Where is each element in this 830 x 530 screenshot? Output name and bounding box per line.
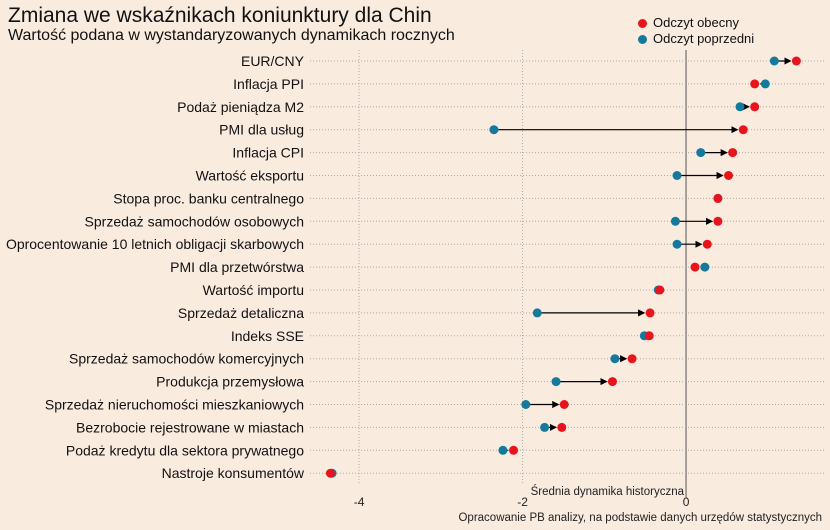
legend: Odczyt obecny Odczyt poprzedni (638, 15, 754, 47)
category-label: Oprocentowanie 10 letnich obligacji skar… (6, 236, 304, 252)
legend-dot-current (638, 18, 647, 28)
point-current (627, 354, 637, 364)
point-previous (610, 354, 620, 364)
point-previous (672, 239, 682, 249)
point-current (702, 239, 712, 249)
point-current (325, 468, 335, 478)
point-current (713, 216, 723, 226)
category-label: Podaż kredytu dla sektora prywatnego (66, 442, 304, 458)
point-current (791, 56, 801, 66)
category-label: Podaż pieniądza M2 (177, 99, 304, 115)
caption: Opracowanie PB analizy, na podstawie dan… (458, 512, 822, 524)
legend-item-previous: Odczyt poprzedni (638, 31, 754, 47)
point-current (607, 377, 617, 387)
category-label: Sprzedaż nieruchomości mieszkaniowych (45, 397, 304, 413)
x-tick-label: -4 (354, 495, 365, 509)
point-previous (551, 377, 561, 387)
legend-label-current: Odczyt obecny (653, 15, 739, 30)
point-previous (670, 216, 680, 226)
point-previous (700, 262, 710, 272)
point-previous (672, 171, 682, 180)
category-label: Sprzedaż samochodów osobowych (85, 213, 304, 229)
point-previous (540, 422, 550, 432)
point-current (644, 331, 654, 341)
category-label: Nastroje konsumentów (162, 465, 305, 481)
point-current (509, 445, 519, 455)
category-label: Sprzedaż detaliczna (178, 305, 304, 321)
category-label: Bezrobocie rejestrowane w miastach (76, 419, 304, 435)
point-current (645, 308, 655, 318)
category-label: Wartość eksportu (196, 168, 304, 184)
point-current (559, 400, 569, 409)
category-label: Sprzedaż samochodów komercyjnych (69, 351, 304, 367)
point-previous (521, 400, 531, 409)
point-current (724, 171, 734, 180)
category-label: Stopa proc. banku centralnego (113, 190, 304, 206)
point-current (557, 422, 567, 432)
x-tick-label: 0 (683, 495, 690, 509)
category-label: EUR/CNY (241, 53, 305, 69)
category-label: Inflacja PPI (233, 76, 304, 92)
point-current (713, 193, 723, 203)
point-previous (769, 56, 779, 66)
point-current (655, 285, 665, 295)
point-current (728, 148, 738, 158)
chart-title: Zmiana we wskaźnikach koniunktury dla Ch… (8, 4, 432, 27)
point-previous (735, 102, 745, 112)
point-current (750, 79, 760, 89)
category-label: Inflacja CPI (232, 145, 304, 161)
point-current (738, 125, 748, 135)
category-label: Produkcja przemysłowa (156, 374, 304, 390)
chart-subtitle: Wartość podana w wystandaryzowanych dyna… (8, 27, 455, 44)
point-current (750, 102, 760, 112)
category-label: PMI dla przetwórstwa (170, 259, 304, 275)
point-previous (532, 308, 542, 318)
point-previous (696, 148, 706, 158)
zero-line-label: Średnia dynamika historyczna (531, 485, 685, 498)
point-previous (760, 79, 770, 89)
category-label: PMI dla usług (219, 122, 304, 138)
point-current (690, 262, 700, 272)
point-previous (498, 445, 508, 455)
legend-dot-previous (638, 34, 647, 44)
legend-label-previous: Odczyt poprzedni (653, 31, 755, 46)
category-label: Indeks SSE (231, 328, 304, 344)
point-previous (489, 125, 499, 135)
x-tick-label: -2 (517, 495, 528, 509)
legend-item-current: Odczyt obecny (638, 15, 754, 31)
category-label: Wartość importu (203, 282, 304, 298)
